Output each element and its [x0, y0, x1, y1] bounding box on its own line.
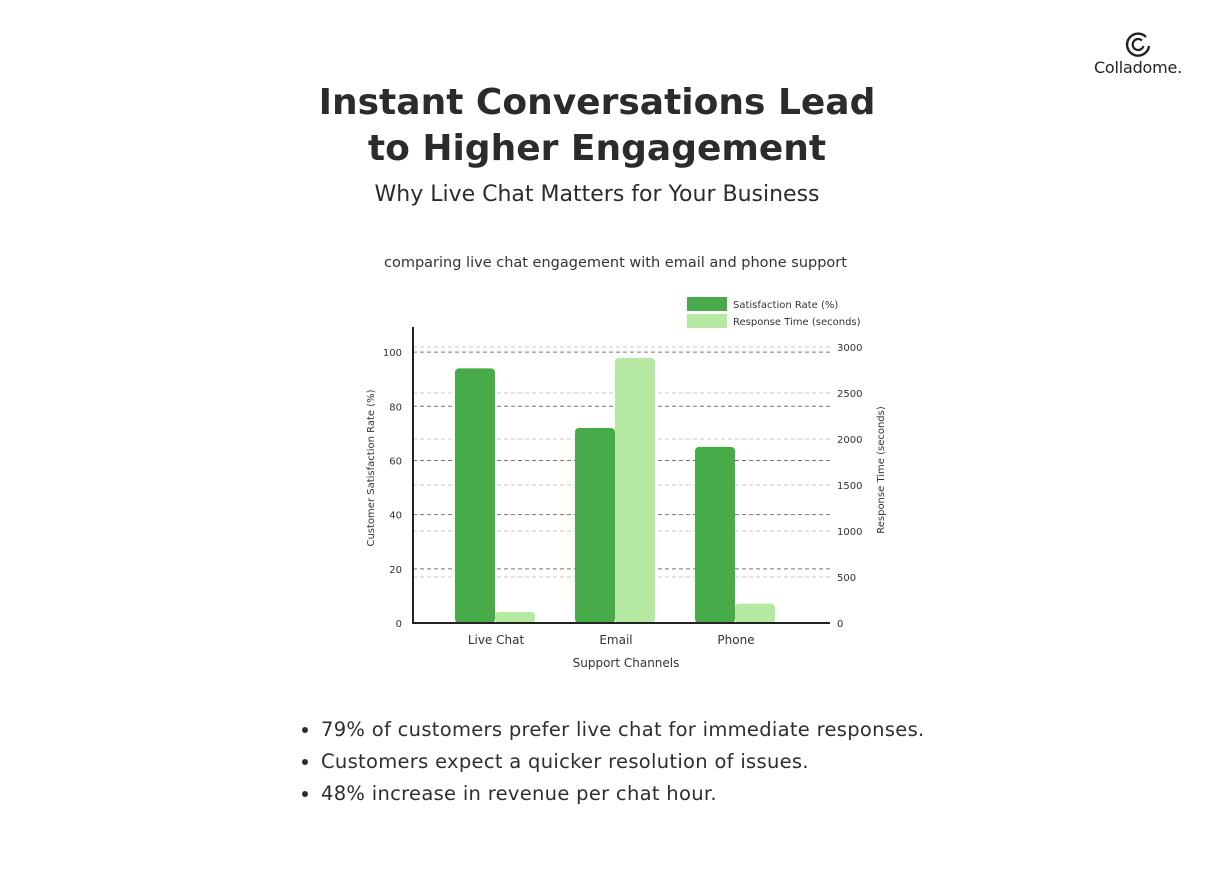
bullet-item: 48% increase in revenue per chat hour. — [321, 778, 925, 810]
y-tick-label: 60 — [389, 456, 402, 467]
chart-title: comparing live chat engagement with emai… — [384, 255, 847, 271]
title-line-2: to Higher Engagement — [367, 128, 827, 169]
title-line-1: Instant Conversations Lead — [318, 82, 876, 123]
y2-tick-label: 0 — [837, 619, 843, 630]
legend-swatch-1 — [687, 297, 727, 311]
bullet-item: Customers expect a quicker resolution of… — [321, 746, 925, 778]
brand-logo: Colladome. — [1088, 30, 1188, 77]
x-tick-label: Phone — [717, 633, 754, 647]
bullet-item: 79% of customers prefer live chat for im… — [321, 714, 925, 746]
y-axis-title: Customer Satisfaction Rate (%) — [366, 389, 377, 546]
legend-swatch-2 — [687, 314, 727, 328]
y2-tick-label: 2500 — [837, 389, 862, 400]
y2-tick-label: 3000 — [837, 343, 862, 354]
bar-response-live-chat — [495, 611, 535, 623]
x-tick-label: Email — [599, 633, 632, 647]
page-subtitle: Why Live Chat Matters for Your Business — [374, 182, 820, 207]
y2-tick-label: 2000 — [837, 435, 862, 446]
bar-response-phone — [735, 603, 775, 623]
key-stats-list: 79% of customers prefer live chat for im… — [300, 714, 925, 810]
y-tick-label: 100 — [383, 348, 402, 359]
y2-axis-title: Response Time (seconds) — [876, 406, 887, 534]
page-title: Instant Conversations Lead to Higher Eng… — [0, 80, 1194, 172]
y-tick-label: 80 — [389, 402, 402, 413]
bar-response-email — [615, 358, 655, 623]
bar-satisfaction-live-chat — [455, 368, 495, 623]
colladome-logo-icon — [1125, 32, 1151, 57]
y2-tick-label: 500 — [837, 573, 856, 584]
y-tick-label: 0 — [396, 619, 402, 630]
y-tick-label: 40 — [389, 511, 402, 522]
y2-tick-label: 1500 — [837, 481, 862, 492]
legend-label-1: Satisfaction Rate (%) — [733, 300, 838, 311]
y2-tick-label: 1000 — [837, 527, 862, 538]
bar-chart: 0 500 1000 1500 2000 2500 3000 0 20 40 60 80 100 Live… — [366, 297, 887, 670]
bar-satisfaction-phone — [695, 446, 735, 623]
legend-label-2: Response Time (seconds) — [733, 317, 861, 328]
x-tick-label: Live Chat — [468, 633, 525, 647]
y-tick-label: 20 — [389, 565, 402, 576]
x-axis-title: Support Channels — [573, 656, 680, 670]
logo-text: Colladome. — [1093, 58, 1183, 77]
bar-satisfaction-email — [575, 427, 615, 623]
